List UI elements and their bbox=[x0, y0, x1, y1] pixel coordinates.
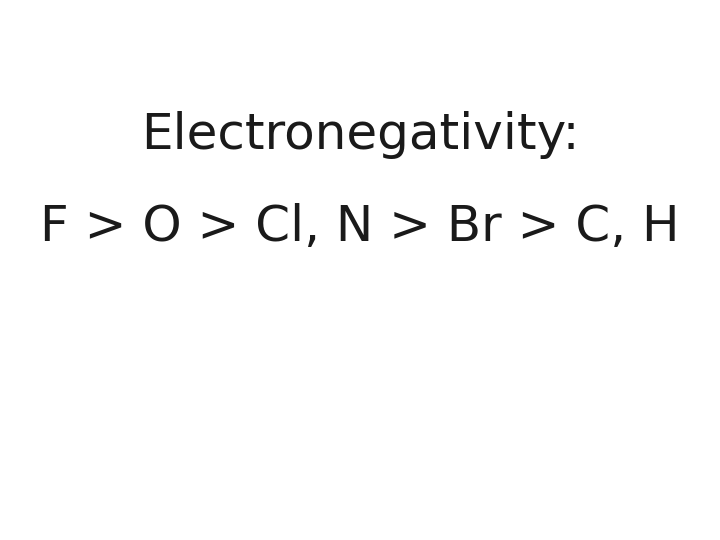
Text: Electronegativity:: Electronegativity: bbox=[140, 111, 580, 159]
Text: F > O > Cl, N > Br > C, H: F > O > Cl, N > Br > C, H bbox=[40, 203, 680, 251]
